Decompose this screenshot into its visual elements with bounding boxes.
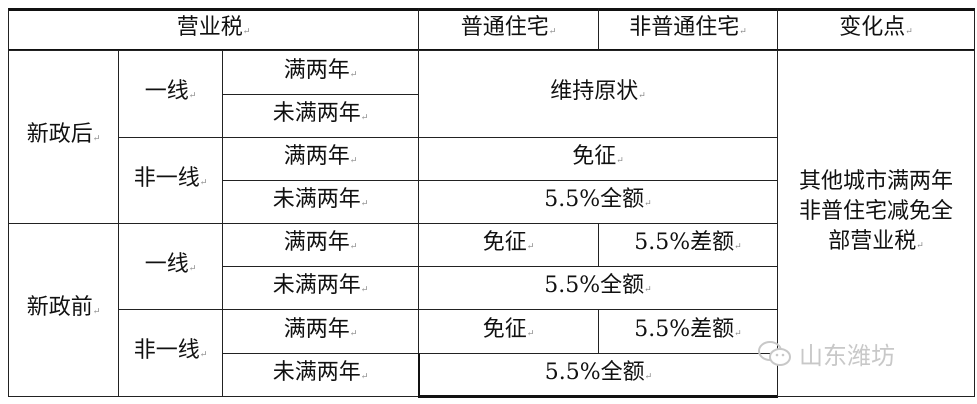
change-note: 其他城市满两年非普住宅减免全部营业税 bbox=[777, 50, 975, 397]
header-ordinary: 普通住宅 bbox=[418, 8, 599, 52]
after-other-label: 非一线 bbox=[118, 137, 223, 224]
after-other-full2: 满两年 bbox=[222, 137, 419, 181]
before-other-under2-value: 5.5%全额 bbox=[418, 353, 778, 398]
watermark: 山东潍坊 bbox=[757, 336, 895, 371]
after-other-under2: 未满两年 bbox=[222, 180, 419, 224]
after-other-full2-value: 免征 bbox=[418, 137, 778, 181]
before-other-full2-non: 5.5%差额 bbox=[598, 309, 778, 354]
before-tier1-under2-value: 5.5%全额 bbox=[418, 266, 778, 310]
after-other-under2-value: 5.5%全额 bbox=[418, 180, 778, 224]
before-label: 新政前 bbox=[8, 223, 119, 397]
after-label: 新政后 bbox=[8, 50, 119, 224]
header-tax: 营业税 bbox=[8, 8, 419, 52]
before-other-full2-ordinary: 免征 bbox=[418, 309, 599, 354]
before-tier1-under2: 未满两年 bbox=[222, 266, 419, 310]
after-tier1-under2: 未满两年 bbox=[222, 94, 419, 138]
after-tier1-full2: 满两年 bbox=[222, 50, 419, 95]
after-tier1-value: 维持原状 bbox=[418, 50, 778, 138]
before-tier1-full2-ordinary: 免征 bbox=[418, 223, 599, 267]
before-tier1-full2-non: 5.5%差额 bbox=[598, 223, 778, 267]
header-change: 变化点 bbox=[777, 8, 975, 52]
wechat-icon bbox=[758, 340, 791, 366]
before-other-under2: 未满两年 bbox=[222, 353, 419, 397]
before-other-full2: 满两年 bbox=[222, 309, 419, 354]
before-tier1-label: 一线 bbox=[118, 223, 223, 310]
watermark-text: 山东潍坊 bbox=[799, 342, 895, 370]
after-tier1-label: 一线 bbox=[118, 50, 223, 138]
before-tier1-full2: 满两年 bbox=[222, 223, 419, 267]
before-other-label: 非一线 bbox=[118, 309, 223, 397]
header-non-ordinary: 非普通住宅 bbox=[598, 8, 778, 52]
